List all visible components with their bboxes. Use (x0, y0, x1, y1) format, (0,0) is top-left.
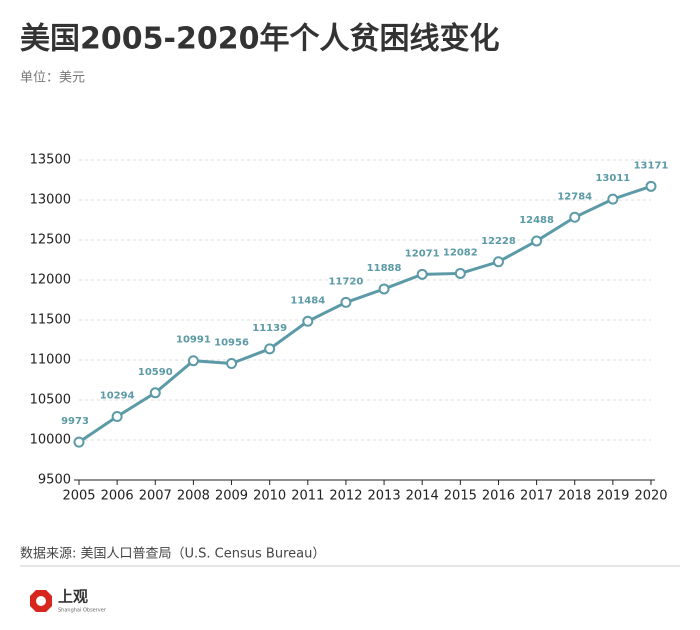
y-tick-label: 12000 (30, 273, 71, 288)
x-tick-label: 2008 (177, 489, 210, 504)
x-tick-label: 2015 (444, 489, 477, 504)
point (149, 387, 161, 399)
point (187, 355, 199, 367)
y-tick-label: 10000 (30, 433, 71, 448)
data-label: 12488 (519, 215, 554, 226)
x-tick-label: 2009 (215, 489, 248, 504)
x-tick-label: 2014 (406, 489, 439, 504)
x-tick-label: 2019 (596, 489, 629, 504)
x-tick-label: 2005 (62, 489, 95, 504)
point (378, 283, 390, 295)
point (73, 436, 85, 448)
logo-subtitle: Shanghai Observer (58, 608, 107, 614)
data-label: 11484 (290, 295, 325, 306)
data-label: 12228 (481, 236, 516, 247)
data-label: 13171 (634, 160, 669, 171)
x-tick-label: 2016 (482, 489, 515, 504)
point (569, 211, 581, 223)
point (607, 193, 619, 205)
chart-title: 美国2005-2020年个人贫困线变化 (20, 22, 499, 57)
data-label: 11139 (252, 323, 287, 334)
y-tick-label: 11500 (30, 313, 71, 328)
point (264, 343, 276, 355)
data-label: 11720 (329, 276, 364, 287)
data-label: 13011 (595, 173, 630, 184)
data-label: 10294 (100, 390, 135, 401)
x-tick-label: 2010 (253, 489, 286, 504)
x-tick-label: 2007 (139, 489, 172, 504)
y-tick-label: 12500 (30, 233, 71, 248)
point (492, 256, 504, 268)
x-tick-label: 2013 (368, 489, 401, 504)
data-label: 12082 (443, 247, 478, 258)
data-label: 9973 (61, 416, 89, 427)
x-tick-label: 2011 (291, 489, 324, 504)
x-tick-label: 2017 (520, 489, 553, 504)
x-tick-label: 2018 (558, 489, 591, 504)
data-label: 12784 (557, 191, 592, 202)
point (340, 296, 352, 308)
data-label: 10956 (214, 338, 249, 349)
x-tick-label: 2020 (634, 489, 667, 504)
data-label: 10991 (176, 335, 211, 346)
y-tick-label: 10500 (30, 393, 71, 408)
logo-icon-center (36, 596, 46, 606)
data-label: 10590 (138, 367, 173, 378)
y-tick-label: 13500 (30, 153, 71, 168)
y-tick-label: 9500 (38, 473, 71, 488)
logo-name: 上观 (58, 588, 88, 606)
x-tick-label: 2006 (101, 489, 134, 504)
point (302, 315, 314, 327)
logo: 上观 Shanghai Observer (30, 588, 107, 614)
point (454, 267, 466, 279)
point (531, 235, 543, 247)
data-label: 11888 (367, 263, 402, 274)
point (645, 180, 657, 192)
point (416, 268, 428, 280)
data-label: 12071 (405, 248, 440, 259)
y-tick-label: 13000 (30, 193, 71, 208)
series-line (78, 184, 652, 444)
point (111, 410, 123, 422)
point (226, 358, 238, 370)
chart-subtitle: 单位：美元 (20, 71, 85, 86)
y-tick-label: 11000 (30, 353, 71, 368)
source: 数据来源: 美国人口普查局（U.S. Census Bureau） (20, 547, 325, 562)
x-tick-label: 2012 (329, 489, 362, 504)
